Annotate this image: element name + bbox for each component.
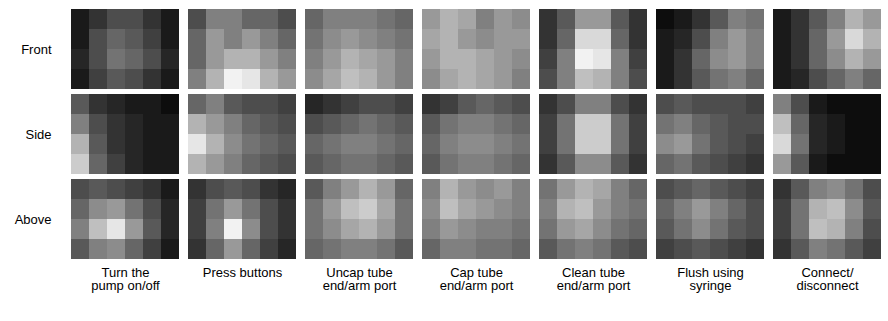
svg-text:Front: Front	[21, 42, 52, 57]
svg-text:Press buttons: Press buttons	[203, 265, 283, 280]
svg-text:Uncap tubeend/arm port: Uncap tubeend/arm port	[323, 265, 397, 293]
svg-text:Cap tubeend/arm port: Cap tubeend/arm port	[440, 265, 514, 293]
svg-text:Side: Side	[25, 127, 51, 142]
svg-text:Flush usingsyringe: Flush usingsyringe	[677, 265, 743, 293]
svg-text:Connect/disconnect: Connect/disconnect	[796, 265, 859, 293]
svg-text:Above: Above	[15, 212, 52, 227]
svg-text:Turn thepump on/off: Turn thepump on/off	[91, 265, 160, 293]
svg-text:Clean tubeend/arm port: Clean tubeend/arm port	[557, 265, 631, 293]
